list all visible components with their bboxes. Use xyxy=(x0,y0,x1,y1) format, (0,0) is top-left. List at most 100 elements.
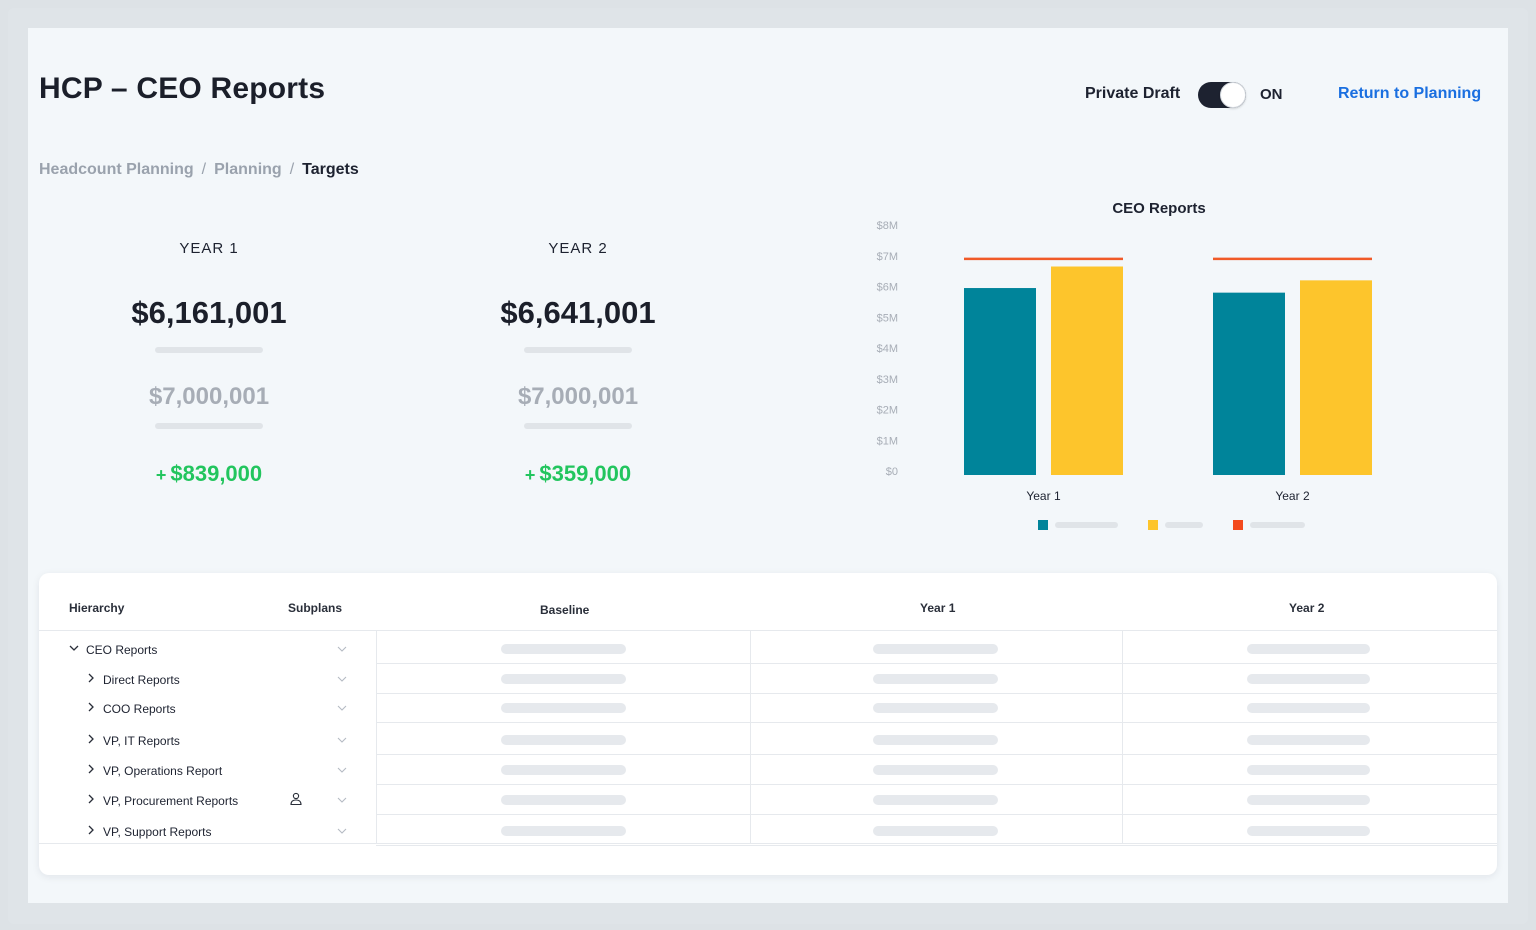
private-draft-label: Private Draft xyxy=(1085,85,1181,102)
baseline-cell-placeholder xyxy=(501,735,626,745)
year-2-cell-placeholder xyxy=(1247,795,1370,805)
y-tick-label: $8M xyxy=(877,220,898,232)
metric-target-underline xyxy=(524,423,632,429)
metric-target-underline xyxy=(155,423,263,429)
metric-target: $7,000,001 xyxy=(148,383,270,410)
hierarchy-table: Hierarchy Subplans Baseline Year 1 Year … xyxy=(39,573,1497,875)
table-row[interactable]: CEO Reports xyxy=(39,634,1497,664)
year-1-cell-placeholder xyxy=(873,674,998,684)
metric-year-1: YEAR 1 $6,161,001 $7,000,001 + $839,000 xyxy=(79,240,339,487)
column-header-hierarchy[interactable]: Hierarchy xyxy=(69,601,125,615)
table-row[interactable]: COO Reports xyxy=(39,693,1497,723)
baseline-cell-placeholder xyxy=(501,826,626,836)
year-1-cell-placeholder xyxy=(873,644,998,654)
year-2-cell-placeholder xyxy=(1247,826,1370,836)
row-divider xyxy=(376,754,1497,755)
year-1-cell-placeholder xyxy=(873,703,998,713)
year-2-cell-placeholder xyxy=(1247,735,1370,745)
row-divider xyxy=(376,814,1497,815)
legend-label-placeholder xyxy=(1055,522,1118,528)
chevron-right-icon[interactable] xyxy=(86,825,96,835)
table-row[interactable]: VP, IT Reports xyxy=(39,725,1497,755)
private-draft-toggle[interactable] xyxy=(1198,82,1246,108)
x-tick-label: Year 1 xyxy=(1026,489,1061,503)
row-divider xyxy=(376,663,1497,664)
table-row[interactable]: VP, Operations Report xyxy=(39,755,1497,785)
baseline-cell-placeholder xyxy=(501,703,626,713)
row-name[interactable]: COO Reports xyxy=(103,702,176,716)
chevron-right-icon[interactable] xyxy=(86,673,96,683)
person-icon[interactable] xyxy=(289,792,303,806)
column-header-subplans[interactable]: Subplans xyxy=(288,601,343,615)
chevron-down-icon[interactable] xyxy=(336,644,348,654)
table-row[interactable]: VP, Procurement Reports xyxy=(39,785,1497,815)
column-divider xyxy=(1122,631,1123,844)
chevron-down-icon[interactable] xyxy=(336,735,348,745)
chevron-right-icon[interactable] xyxy=(86,702,96,712)
legend-swatch xyxy=(1148,520,1158,530)
chevron-right-icon[interactable] xyxy=(86,764,96,774)
delta-sign: + xyxy=(524,465,536,485)
chart-svg: CEO Reports $0 $1M $2M $3M $4M $5M $6M $7M $8M Yea… xyxy=(877,200,1372,530)
table-row[interactable]: VP, Support Reports xyxy=(39,816,1497,846)
row-name[interactable]: CEO Reports xyxy=(86,643,158,657)
row-divider xyxy=(376,845,1497,846)
chevron-right-icon[interactable] xyxy=(86,734,96,744)
row-name[interactable]: VP, Operations Report xyxy=(103,764,223,778)
breadcrumb-targets: Targets xyxy=(302,161,359,178)
chart-title: CEO Reports xyxy=(1112,200,1205,217)
metric-year-label: YEAR 2 xyxy=(548,240,608,257)
return-to-planning-link[interactable]: Return to Planning xyxy=(1338,85,1482,102)
metric-amount-underline xyxy=(155,347,263,353)
row-divider xyxy=(376,722,1497,723)
row-name[interactable]: VP, IT Reports xyxy=(103,734,180,748)
y-tick-label: $1M xyxy=(877,435,898,447)
page-title: HCP – CEO Reports xyxy=(39,72,326,105)
metric-year-2: YEAR 2 $6,641,001 $7,000,001 + $359,000 xyxy=(448,240,708,487)
row-name[interactable]: Direct Reports xyxy=(103,673,180,687)
column-divider xyxy=(376,631,377,844)
metric-target: $7,000,001 xyxy=(517,383,639,410)
legend-label-placeholder xyxy=(1250,522,1305,528)
chevron-down-icon[interactable] xyxy=(69,643,79,653)
y-tick-label: $3M xyxy=(877,374,898,386)
baseline-cell-placeholder xyxy=(501,765,626,775)
chevron-right-icon[interactable] xyxy=(86,794,96,804)
year-1-cell-placeholder xyxy=(873,795,998,805)
bar-year-2-series-2 xyxy=(1300,280,1372,475)
year-1-cell-placeholder xyxy=(873,765,998,775)
year-2-cell-placeholder xyxy=(1247,674,1370,684)
row-name[interactable]: VP, Procurement Reports xyxy=(103,794,239,808)
chevron-down-icon[interactable] xyxy=(336,703,348,713)
ceo-reports-chart: CEO Reports $0 $1M $2M $3M $4M $5M $6M $7M $8M Yea… xyxy=(860,195,1420,545)
table-row[interactable]: Direct Reports xyxy=(39,664,1497,694)
row-name[interactable]: VP, Support Reports xyxy=(103,825,212,839)
y-tick-label: $4M xyxy=(877,343,898,355)
table-bottom-border xyxy=(39,843,1497,844)
column-header-year-1[interactable]: Year 1 xyxy=(920,601,956,615)
y-tick-label: $6M xyxy=(877,282,898,294)
metric-year-label: YEAR 1 xyxy=(179,240,239,257)
column-divider xyxy=(750,631,751,844)
chevron-down-icon[interactable] xyxy=(336,826,348,836)
column-header-year-2[interactable]: Year 2 xyxy=(1289,601,1325,615)
chevron-down-icon[interactable] xyxy=(336,765,348,775)
y-tick-label: $5M xyxy=(877,312,898,324)
metric-delta: + $359,000 xyxy=(448,461,708,487)
legend-label-placeholder xyxy=(1165,522,1203,528)
legend-swatch xyxy=(1233,520,1243,530)
metric-amount-underline xyxy=(524,347,632,353)
column-header-baseline[interactable]: Baseline xyxy=(540,603,590,617)
delta-value: $359,000 xyxy=(539,461,632,486)
row-divider xyxy=(376,693,1497,694)
y-tick-label: $7M xyxy=(877,251,898,263)
toggle-knob xyxy=(1220,82,1246,108)
chevron-down-icon[interactable] xyxy=(336,795,348,805)
bar-year-1-series-1 xyxy=(964,288,1036,475)
metric-amount: $6,641,001 xyxy=(500,295,656,330)
baseline-cell-placeholder xyxy=(501,644,626,654)
chevron-down-icon[interactable] xyxy=(336,674,348,684)
delta-value: $839,000 xyxy=(170,461,263,486)
breadcrumb-headcount-planning[interactable]: Headcount Planning xyxy=(39,161,194,178)
breadcrumb-planning[interactable]: Planning xyxy=(214,161,282,178)
